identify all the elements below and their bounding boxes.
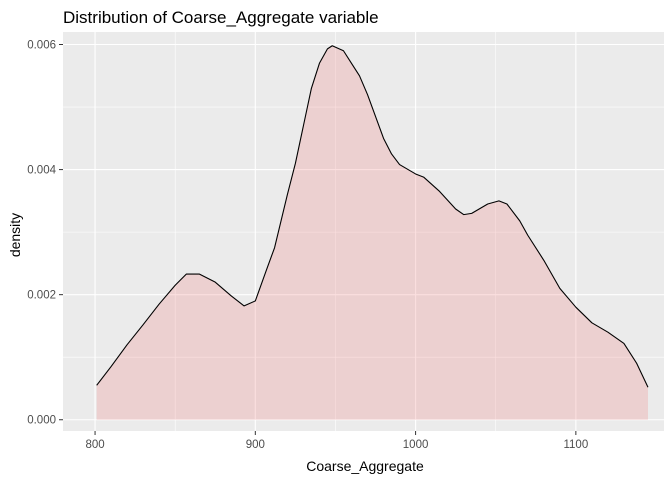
plot-panel [63, 32, 664, 431]
y-tick-label: 0.002 [27, 290, 56, 302]
x-tick-label: 1000 [403, 439, 429, 451]
x-axis-title: Coarse_Aggregate [306, 458, 424, 474]
density-series [96, 45, 649, 420]
x-axis: 800 900 1000 1100 [85, 431, 588, 451]
y-tick-label: 0.000 [27, 415, 56, 427]
x-tick-label: 800 [85, 439, 104, 451]
y-tick-label: 0.004 [27, 165, 56, 177]
y-axis-title: density [7, 213, 23, 257]
x-tick-label: 1100 [563, 439, 588, 451]
x-tick-label: 900 [246, 439, 265, 451]
y-tick-label: 0.006 [27, 40, 56, 52]
chart-title: Distribution of Coarse_Aggregate variabl… [63, 8, 379, 27]
minor-gridlines [63, 32, 664, 431]
major-gridlines [63, 32, 664, 431]
density-line [96, 45, 649, 388]
y-axis: 0.000 0.002 0.004 0.006 [27, 40, 63, 427]
density-area [96, 45, 648, 420]
